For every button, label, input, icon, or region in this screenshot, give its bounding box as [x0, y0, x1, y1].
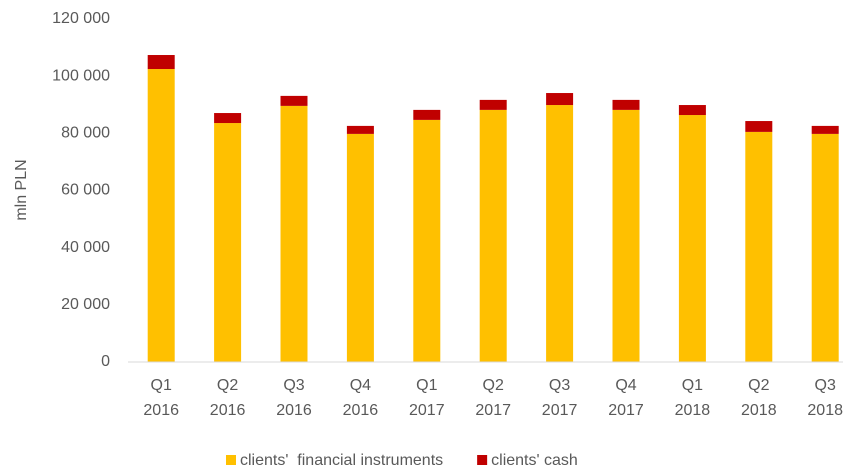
legend-label: clients' financial instruments — [240, 452, 443, 469]
legend-swatch — [477, 455, 488, 465]
bar-segment — [346, 125, 374, 134]
x-tick-label: Q2 — [748, 377, 769, 394]
x-tick-label: 2016 — [143, 402, 179, 419]
x-tick-label: 2017 — [475, 402, 511, 419]
bar-segment — [745, 131, 773, 362]
bar-segment — [346, 133, 374, 362]
x-tick-label: 2016 — [343, 402, 379, 419]
bar-segment — [280, 105, 308, 362]
y-tick-label: 80 000 — [61, 125, 110, 142]
x-tick-label: 2018 — [807, 402, 843, 419]
x-tick-label: 2018 — [675, 402, 711, 419]
bar-segment — [612, 109, 640, 363]
x-tick-label: Q3 — [283, 377, 304, 394]
bar-segment — [280, 95, 308, 106]
bar-segment — [214, 123, 242, 362]
y-tick-label: 120 000 — [52, 10, 110, 27]
bar-segment — [811, 125, 839, 134]
x-tick-label: 2018 — [741, 402, 777, 419]
bar-segment — [413, 119, 441, 362]
bar-segment — [546, 93, 574, 106]
bar-segment — [214, 113, 242, 124]
y-axis-label: mln PLN — [13, 159, 30, 220]
bar-segment — [546, 105, 574, 363]
x-tick-label: 2016 — [210, 402, 246, 419]
y-tick-label: 20 000 — [61, 296, 110, 313]
bar-segment — [479, 99, 507, 110]
bar-segment — [811, 133, 839, 362]
bar-segment — [745, 121, 773, 132]
x-tick-label: Q3 — [815, 377, 836, 394]
y-tick-label: 60 000 — [61, 182, 110, 199]
bar-segment — [147, 55, 175, 70]
bar-segment — [678, 105, 706, 116]
x-tick-label: Q1 — [151, 377, 172, 394]
legend-swatch — [226, 455, 236, 465]
x-tick-label: 2017 — [542, 402, 578, 419]
x-tick-label: Q4 — [350, 377, 371, 394]
bar-segment — [678, 115, 706, 362]
x-tick-label: Q2 — [483, 377, 504, 394]
x-tick-label: Q1 — [682, 377, 703, 394]
bar-segment — [413, 109, 441, 120]
x-tick-label: Q1 — [416, 377, 437, 394]
x-tick-label: 2016 — [276, 402, 312, 419]
bar-segment — [147, 69, 175, 362]
x-tick-label: Q3 — [549, 377, 570, 394]
y-tick-label: 0 — [101, 353, 110, 370]
y-tick-label: 100 000 — [52, 67, 110, 84]
x-tick-label: 2017 — [608, 402, 644, 419]
y-tick-label: 40 000 — [61, 239, 110, 256]
bar-segment — [479, 109, 507, 363]
bar-segment — [612, 99, 640, 110]
x-tick-label: Q2 — [217, 377, 238, 394]
x-tick-label: Q4 — [615, 377, 636, 394]
x-tick-label: 2017 — [409, 402, 445, 419]
legend-label: clients' cash — [491, 452, 578, 469]
